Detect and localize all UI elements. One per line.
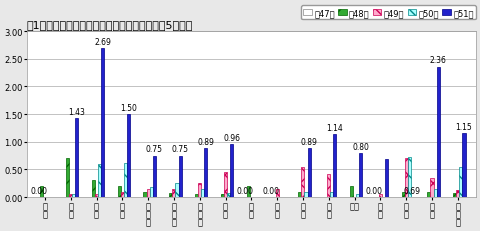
Bar [459, 167, 462, 197]
Text: 1.14: 1.14 [326, 123, 343, 132]
Bar [437, 67, 440, 197]
Bar [176, 183, 179, 197]
Bar [201, 189, 204, 197]
Text: 0.00: 0.00 [263, 186, 279, 195]
Bar [456, 190, 459, 197]
Bar [453, 193, 456, 197]
Bar [276, 189, 279, 197]
Bar [69, 195, 72, 197]
Bar [298, 192, 301, 197]
Text: 0.96: 0.96 [223, 133, 240, 142]
Text: 1.43: 1.43 [69, 107, 85, 116]
Text: 図1：インフルエンザ県内定点当たり報告数（5週間）: 図1：インフルエンザ県内定点当たり報告数（5週間） [27, 20, 193, 30]
Text: 0.89: 0.89 [300, 137, 318, 146]
Bar [179, 156, 181, 197]
Bar [334, 134, 336, 197]
Bar [356, 195, 359, 197]
Bar [169, 193, 172, 197]
Bar [427, 192, 431, 197]
Text: 0.89: 0.89 [197, 137, 215, 146]
Bar [144, 192, 146, 197]
Bar [127, 115, 130, 197]
Bar [327, 174, 330, 197]
Bar [40, 186, 43, 197]
Bar [359, 153, 362, 197]
Bar [98, 164, 101, 197]
Text: 1.15: 1.15 [456, 123, 472, 132]
Legend: 第47週, 第48週, 第49週, 第50週, 第51週: 第47週, 第48週, 第49週, 第50週, 第51週 [301, 6, 476, 20]
Bar [385, 159, 388, 197]
Bar [118, 186, 121, 197]
Bar [195, 195, 198, 197]
Bar [350, 186, 353, 197]
Bar [379, 195, 382, 197]
Bar [405, 159, 408, 197]
Bar [124, 163, 127, 197]
Bar [66, 159, 69, 197]
Bar [101, 49, 104, 197]
Bar [431, 178, 433, 197]
Bar [401, 192, 405, 197]
Bar [198, 183, 201, 197]
Bar [204, 148, 207, 197]
Bar [308, 148, 311, 197]
Bar [408, 158, 411, 197]
Text: 0.00: 0.00 [366, 186, 383, 195]
Text: 1.50: 1.50 [120, 103, 137, 112]
Bar [304, 192, 308, 197]
Bar [230, 144, 233, 197]
Bar [247, 186, 250, 197]
Text: 2.36: 2.36 [430, 56, 446, 65]
Bar [121, 192, 124, 197]
Bar [221, 195, 224, 197]
Text: 0.00: 0.00 [237, 186, 253, 195]
Text: 2.69: 2.69 [94, 38, 111, 47]
Bar [146, 189, 150, 197]
Text: 0.75: 0.75 [172, 145, 189, 154]
Text: 0.00: 0.00 [30, 186, 47, 195]
Bar [95, 195, 98, 197]
Bar [433, 189, 437, 197]
Bar [224, 172, 227, 197]
Bar [72, 195, 75, 197]
Bar [153, 156, 156, 197]
Bar [462, 134, 466, 197]
Bar [92, 181, 95, 197]
Text: 0.80: 0.80 [352, 142, 369, 151]
Bar [75, 119, 78, 197]
Bar [150, 187, 153, 197]
Bar [301, 167, 304, 197]
Text: 0.69: 0.69 [404, 186, 421, 195]
Bar [172, 189, 176, 197]
Bar [330, 192, 334, 197]
Text: 0.75: 0.75 [146, 145, 163, 154]
Bar [227, 193, 230, 197]
